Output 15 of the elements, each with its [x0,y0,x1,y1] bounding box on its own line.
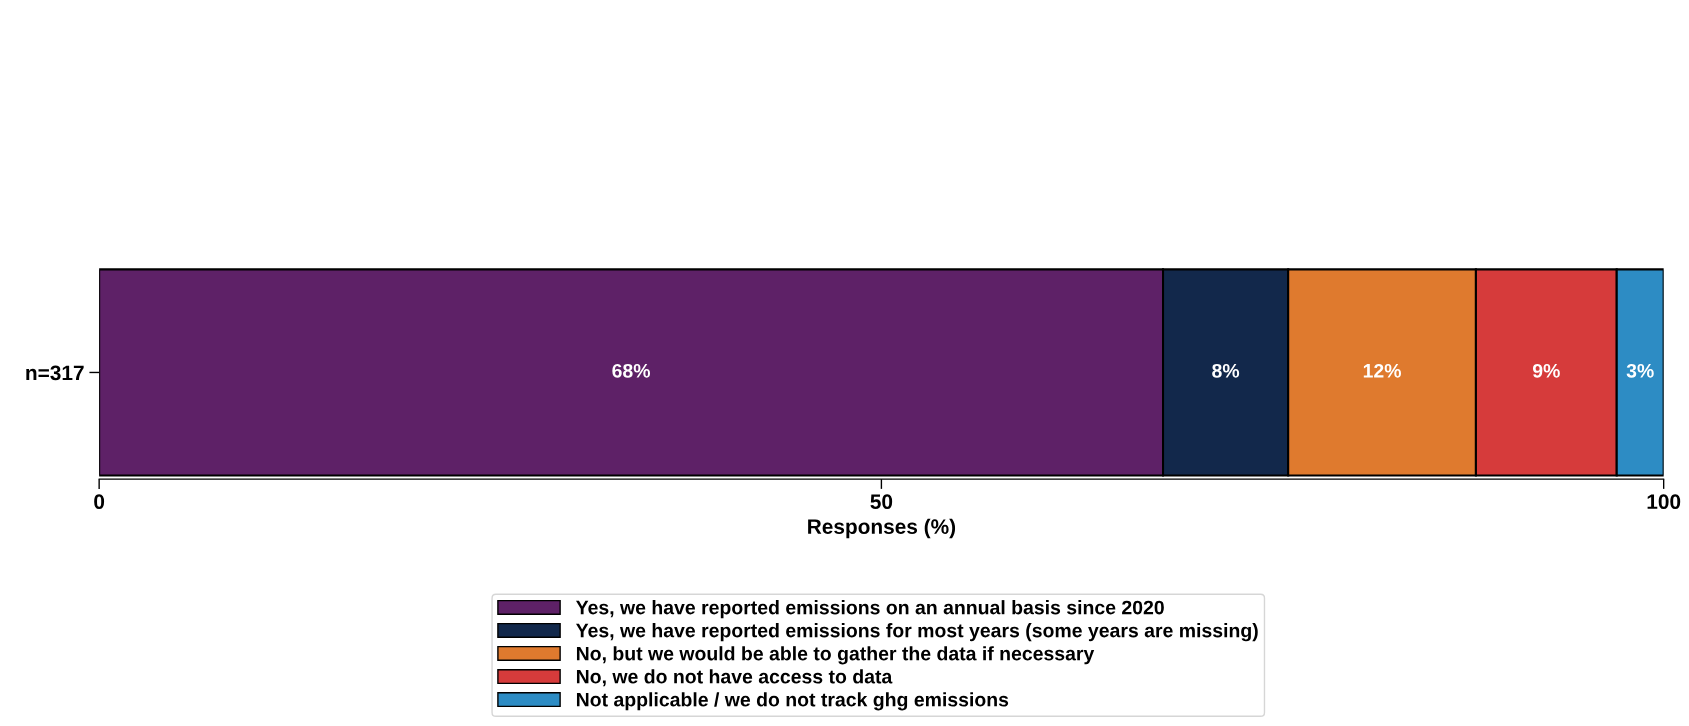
legend-label: No, but we would be able to gather the data if necessary [576,646,1095,665]
legend-label: Yes, we have reported emissions on an annual basis since 2020 [576,600,1164,619]
x-tick-label: 100 [1647,494,1681,510]
legend-label: Not applicable / we do not track ghg emissions [576,692,1009,711]
data-label: 12% [1363,363,1401,378]
y-tick-label: n=317 [26,365,84,381]
data-label: 68% [612,363,651,378]
legend-label: Yes, we have reported emissions for most years (some years are missing) [576,623,1258,642]
data-label: 9% [1532,363,1560,378]
x-axis-title: Responses (%) [808,518,956,539]
data-label: 8% [1212,363,1240,378]
data-label: 3% [1626,363,1654,378]
x-tick-label: 50 [870,494,893,510]
x-tick-label: 0 [94,494,105,510]
legend-label: No, we do not have access to data [576,669,893,687]
